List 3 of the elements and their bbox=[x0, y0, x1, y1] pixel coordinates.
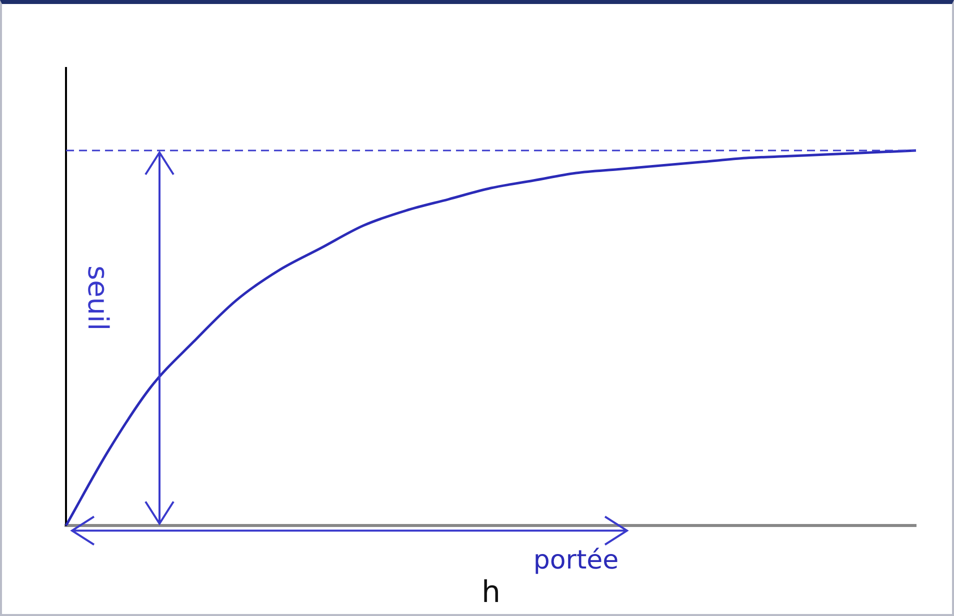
ref-line-label: seuil bbox=[81, 265, 114, 331]
text: portée bbox=[533, 545, 619, 576]
x-axis-title: h bbox=[481, 574, 501, 610]
